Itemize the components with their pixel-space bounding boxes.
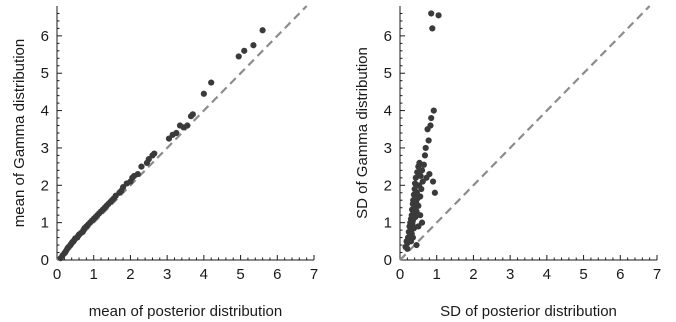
right-data-point bbox=[422, 144, 429, 152]
right-data-point bbox=[415, 202, 422, 209]
right-identity-line bbox=[399, 5, 651, 261]
right-x-tick-label: 3 bbox=[506, 266, 514, 283]
left-y-tick-label: 5 bbox=[41, 65, 49, 82]
right-x-tick-label: 6 bbox=[616, 266, 624, 283]
left-data-point bbox=[173, 129, 180, 137]
right-x-tick-label: 7 bbox=[653, 266, 661, 283]
left-y-tick-label: 0 bbox=[41, 252, 49, 269]
left-data-point bbox=[208, 79, 215, 86]
right-data-point bbox=[415, 223, 422, 230]
right-data-point bbox=[420, 161, 427, 168]
left-x-tick-label: 2 bbox=[126, 266, 134, 283]
left-y-tick-label: 4 bbox=[41, 103, 49, 120]
left-data-point bbox=[138, 163, 145, 170]
right-x-tick-label: 0 bbox=[396, 266, 404, 283]
left-y-axis-title: mean of Gamma distribution bbox=[11, 39, 28, 227]
right-data-point bbox=[428, 10, 435, 17]
left-data-point bbox=[134, 170, 141, 178]
left-scatter-panel: mean of Gamma distribution mean of poste… bbox=[11, 5, 318, 320]
left-x-tick-label: 3 bbox=[163, 266, 171, 283]
left-x-tick-label: 7 bbox=[310, 266, 318, 283]
left-x-axis-title: mean of posterior distribution bbox=[89, 303, 282, 320]
right-data-point bbox=[407, 238, 415, 245]
left-x-tick-label: 0 bbox=[53, 266, 61, 283]
right-data-point bbox=[421, 152, 429, 159]
right-data-point bbox=[412, 213, 419, 221]
left-x-tick-label: 6 bbox=[273, 266, 281, 283]
left-data-point bbox=[235, 53, 242, 60]
left-data-point bbox=[200, 90, 207, 97]
left-y-tick-label: 6 bbox=[41, 28, 49, 45]
left-x-tick-label: 5 bbox=[236, 266, 244, 283]
right-y-tick-label: 1 bbox=[384, 215, 392, 232]
right-x-tick-label: 4 bbox=[543, 266, 551, 283]
left-x-tick-label: 4 bbox=[200, 266, 208, 283]
right-data-point bbox=[417, 212, 424, 219]
left-y-tick-label: 2 bbox=[41, 177, 49, 194]
right-y-tick-label: 2 bbox=[384, 177, 392, 194]
right-data-point bbox=[429, 25, 436, 32]
right-data-point bbox=[418, 185, 425, 193]
left-data-point bbox=[250, 42, 257, 49]
right-data-point bbox=[413, 241, 420, 249]
right-data-point bbox=[417, 193, 424, 200]
right-data-point bbox=[427, 122, 434, 129]
left-data-point bbox=[151, 150, 158, 157]
right-data-point bbox=[431, 189, 438, 196]
left-data-point bbox=[241, 47, 248, 54]
right-data-point bbox=[404, 245, 411, 252]
right-data-point bbox=[426, 170, 433, 178]
right-data-point bbox=[429, 178, 437, 185]
right-y-tick-label: 4 bbox=[384, 103, 392, 120]
right-x-tick-label: 5 bbox=[579, 266, 587, 283]
right-x-axis-title: SD of posterior distribution bbox=[440, 303, 617, 320]
left-y-tick-label: 1 bbox=[41, 215, 49, 232]
right-y-axis-title: SD of Gamma distribution bbox=[354, 47, 371, 219]
left-x-tick-label: 1 bbox=[90, 266, 98, 283]
right-y-tick-label: 5 bbox=[384, 65, 392, 82]
right-data-point bbox=[428, 114, 435, 122]
right-x-tick-label: 1 bbox=[433, 266, 441, 283]
left-data-point bbox=[189, 111, 196, 118]
right-scatter-panel: SD of Gamma distribution SD of posterior… bbox=[354, 5, 661, 320]
right-data-point bbox=[418, 167, 426, 174]
left-data-point bbox=[184, 122, 191, 129]
right-x-tick-label: 2 bbox=[469, 266, 477, 283]
left-y-tick-label: 3 bbox=[41, 140, 49, 157]
left-data-point bbox=[259, 27, 266, 34]
right-y-tick-label: 0 bbox=[384, 252, 392, 269]
right-data-point bbox=[417, 172, 424, 180]
right-y-tick-label: 3 bbox=[384, 140, 392, 157]
right-y-tick-label: 6 bbox=[384, 28, 392, 45]
right-data-point bbox=[430, 107, 437, 114]
right-data-point bbox=[425, 137, 432, 144]
right-data-point bbox=[412, 174, 419, 181]
right-data-point bbox=[435, 12, 442, 19]
